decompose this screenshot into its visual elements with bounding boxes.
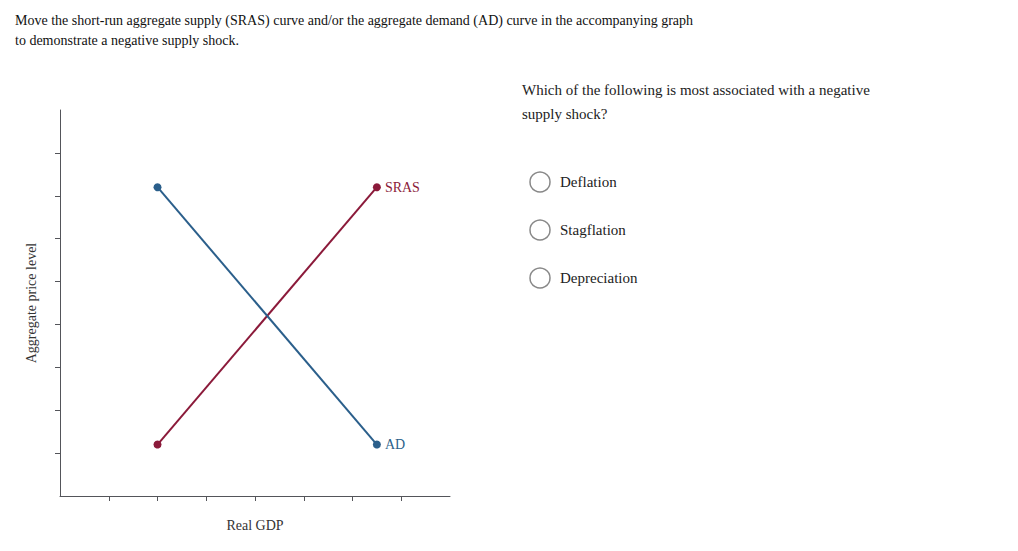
svg-text:Deflation: Deflation xyxy=(560,174,617,190)
svg-text:Move the short-run aggregate s: Move the short-run aggregate supply (SRA… xyxy=(15,13,693,29)
svg-text:AD: AD xyxy=(385,437,405,452)
svg-text:supply shock?: supply shock? xyxy=(522,106,608,122)
svg-text:SRAS: SRAS xyxy=(385,180,420,195)
svg-text:Depreciation: Depreciation xyxy=(560,270,638,286)
svg-text:Which of the following is most: Which of the following is most associate… xyxy=(522,82,870,98)
svg-text:to demonstrate a negative supp: to demonstrate a negative supply shock. xyxy=(15,33,239,48)
svg-text:Real GDP: Real GDP xyxy=(226,518,283,533)
svg-text:Aggregate price level: Aggregate price level xyxy=(24,243,39,364)
svg-text:Stagflation: Stagflation xyxy=(560,222,626,238)
